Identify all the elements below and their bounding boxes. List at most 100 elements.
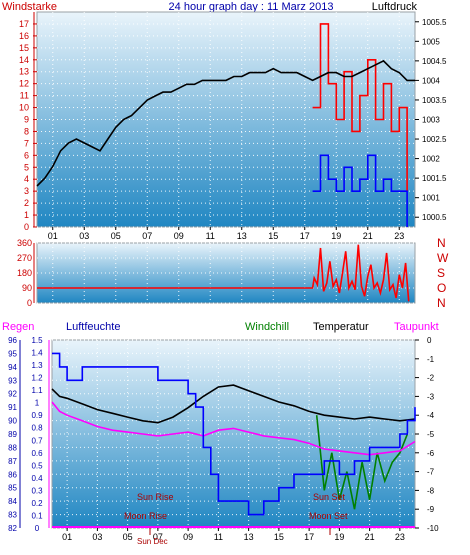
- humidity-tick-label: 96: [8, 336, 17, 345]
- temperature-tick-label: -1: [427, 355, 435, 364]
- x-tick-label: 01: [48, 231, 58, 241]
- wind-axis-title: Windstarke: [2, 1, 57, 13]
- x-tick-label: 23: [394, 231, 404, 241]
- wind-tick-label: 9: [24, 115, 29, 125]
- x-tick-label: 05: [123, 532, 133, 542]
- wind-tick-label: 10: [19, 103, 29, 113]
- wind-tick-label: 8: [24, 126, 29, 136]
- sun-dec-label: Sun Dec: [137, 537, 168, 546]
- rain-tick-label: 1: [35, 399, 40, 408]
- humidity-tick-label: 89: [8, 430, 17, 439]
- direction-tick-label: 90: [22, 283, 32, 293]
- x-tick-label: 15: [268, 231, 278, 241]
- x-tick-label: 21: [365, 532, 375, 542]
- wind-tick-label: 14: [19, 55, 29, 65]
- direction-tick-label: 270: [17, 253, 32, 263]
- dewpoint-legend: Taupunkt: [394, 321, 439, 333]
- compass-label: S: [437, 266, 445, 280]
- temperature-tick-label: -4: [427, 411, 435, 420]
- wind-tick-label: 5: [24, 162, 29, 172]
- wind-tick-label: 4: [24, 174, 29, 184]
- pressure-tick-label: 1001: [422, 194, 440, 203]
- humidity-tick-label: 95: [8, 349, 17, 358]
- graph-title: 24 hour graph day : 11 Marz 2013: [169, 1, 334, 13]
- rain-tick-label: 1.4: [31, 349, 43, 358]
- humidity-tick-label: 93: [8, 376, 17, 385]
- humidity-tick-label: 90: [8, 417, 17, 426]
- x-tick-label: 03: [79, 231, 89, 241]
- pressure-axis-title: Luftdruck: [372, 1, 418, 13]
- temperature-tick-label: -7: [427, 468, 435, 477]
- direction-tick-label: 0: [27, 298, 32, 308]
- temperature-legend: Temperatur: [313, 321, 369, 333]
- sun-set-label: Sun Set: [313, 492, 346, 502]
- temperature-tick-label: -5: [427, 430, 435, 439]
- pressure-tick-label: 1003: [422, 116, 440, 125]
- direction-line: [37, 244, 410, 302]
- wind-tick-label: 16: [19, 31, 29, 41]
- wind-tick-label: 13: [19, 67, 29, 77]
- humidity-tick-label: 86: [8, 470, 17, 479]
- wind-tick-label: 15: [19, 43, 29, 53]
- humidity-tick-label: 92: [8, 390, 17, 399]
- rain-tick-label: 1.3: [31, 361, 43, 370]
- x-axis-1: 01 03 05 07 09 11 13 15 17 19 21 23: [48, 227, 404, 241]
- rain-tick-label: 0: [35, 524, 40, 533]
- wind-line: [312, 154, 408, 227]
- humidity-tick-label: 85: [8, 484, 17, 493]
- windchill-legend: Windchill: [245, 321, 289, 333]
- sun-rise-label: Sun Rise: [137, 492, 174, 502]
- temperature-tick-label: -9: [427, 505, 435, 514]
- humidity-tick-label: 83: [8, 511, 17, 520]
- compass-label: W: [437, 251, 449, 265]
- direction-axis: 0 90 180 270 360: [17, 238, 35, 308]
- pressure-tick-label: 1002: [422, 155, 440, 164]
- pressure-tick-label: 1005.5: [422, 18, 447, 27]
- x-tick-label: 17: [304, 532, 314, 542]
- x-tick-label: 13: [237, 231, 247, 241]
- rain-tick-label: 0.7: [31, 436, 43, 445]
- pressure-tick-label: 1001.5: [422, 174, 447, 183]
- pressure-tick-label: 1005: [422, 37, 440, 46]
- pressure-tick-label: 1004: [422, 76, 440, 85]
- rain-tick-label: 0.1: [31, 511, 43, 520]
- pressure-line: [36, 59, 415, 187]
- compass-label: N: [437, 296, 446, 310]
- temperature-tick-label: -8: [427, 486, 435, 495]
- direction-tick-label: 360: [17, 238, 32, 248]
- gust-line: [312, 23, 408, 192]
- temperature-axis: -10-9-8-7-6-5-4-3-2-10: [415, 336, 439, 533]
- humidity-tick-label: 94: [8, 363, 17, 372]
- wind-tick-label: 6: [24, 150, 29, 160]
- x-tick-label: 07: [142, 231, 152, 241]
- pressure-tick-label: 1004.5: [422, 57, 447, 66]
- compass-label: O: [437, 281, 446, 295]
- wind-tick-label: 11: [20, 91, 29, 101]
- rain-tick-label: 0.3: [31, 486, 43, 495]
- x-tick-label: 13: [244, 532, 254, 542]
- x-tick-label: 09: [174, 231, 184, 241]
- rain-tick-label: 0.4: [31, 474, 43, 483]
- humidity-axis-title: Luftfeuchte: [66, 321, 120, 333]
- x-tick-label: 09: [183, 532, 193, 542]
- wind-tick-label: 12: [19, 79, 29, 89]
- rain-axis-title: Regen: [2, 321, 34, 333]
- temperature-tick-label: -6: [427, 449, 435, 458]
- rain-tick-label: 0.9: [31, 411, 43, 420]
- pressure-tick-label: 1002.5: [422, 135, 447, 144]
- humidity-tick-label: 82: [8, 524, 17, 533]
- humidity-tick-label: 88: [8, 443, 17, 452]
- plot-area-2: [36, 242, 416, 304]
- rain-tick-label: 1.5: [31, 336, 43, 345]
- temperature-line: [51, 384, 416, 424]
- x-tick-label: 03: [92, 532, 102, 542]
- windchill-line: [315, 415, 409, 510]
- x-tick-label: 15: [274, 532, 284, 542]
- wind-tick-label: 1: [24, 210, 29, 220]
- compass-label: N: [437, 236, 446, 250]
- astro-markers: Sun Rise Sun Set Moon Rise Moon Set Sun …: [124, 492, 348, 546]
